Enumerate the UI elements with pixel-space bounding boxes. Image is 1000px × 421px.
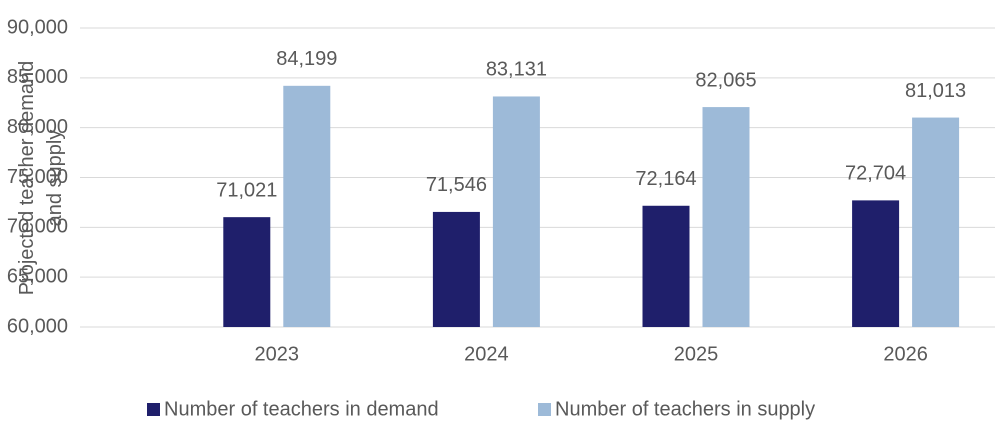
y-tick-label: 85,000 [7,66,68,88]
y-axis-title: Projected teacher demand and supply [16,61,66,296]
bar [912,117,960,327]
y-tick-label: 75,000 [7,166,68,188]
x-tick-label: 2025 [674,343,719,365]
data-label: 84,199 [276,48,337,70]
data-label: 71,021 [216,179,277,201]
y-tick-label: 60,000 [7,315,68,337]
bar [283,85,331,327]
y-tick-label: 90,000 [7,16,68,38]
bar [223,217,271,327]
data-label: 81,013 [905,80,966,102]
legend-label: Number of teachers in supply [555,398,815,420]
y-tick-label: 65,000 [7,265,68,287]
legend-label: Number of teachers in demand [164,398,439,420]
bar [642,205,690,327]
x-tick-label: 2026 [883,343,928,365]
y-tick-label: 80,000 [7,116,68,138]
y-tick-label: 70,000 [7,216,68,238]
bar [432,211,480,327]
legend-swatch [538,403,551,416]
bar [702,107,750,327]
data-label: 72,704 [845,163,906,185]
bar [852,200,900,327]
data-label: 82,065 [695,69,756,91]
legend-swatch [147,403,160,416]
x-tick-label: 2024 [464,343,509,365]
x-tick-label: 2023 [255,343,300,365]
data-label: 72,164 [635,168,696,190]
bar [492,96,540,328]
data-label: 83,131 [486,59,547,81]
data-label: 71,546 [426,174,487,196]
